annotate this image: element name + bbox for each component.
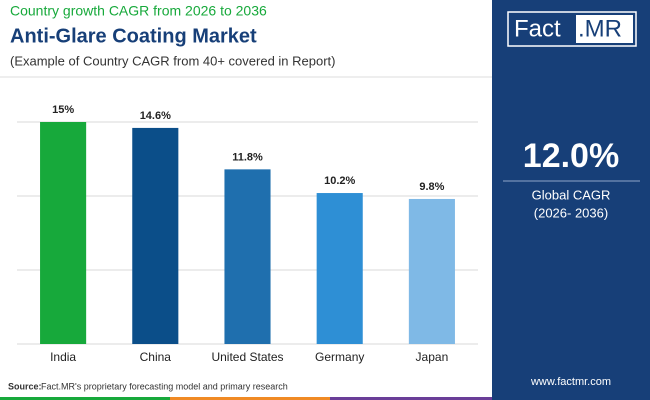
logo-frame	[507, 11, 637, 47]
source: Fact.MR's proprietary forecasting model …	[41, 381, 288, 391]
sidebar	[492, 0, 650, 400]
logo-box	[576, 15, 633, 43]
value-label: 15%	[52, 104, 74, 116]
stripe	[170, 397, 330, 400]
source-label: Source:	[8, 381, 42, 391]
x-tick-label: China	[140, 350, 172, 364]
value-label: 9.8%	[419, 181, 444, 193]
chart-title: Anti-Glare Coating Market	[10, 25, 257, 47]
x-tick-label: Germany	[315, 350, 364, 364]
stat-label: Global CAGR	[532, 187, 611, 202]
logo-left: Fact	[514, 15, 561, 42]
stripe	[0, 397, 170, 400]
chart-subtitle: (Example of Country CAGR from 40+ covere…	[10, 53, 336, 68]
value-label: 11.8%	[232, 151, 263, 163]
bar	[40, 122, 87, 344]
bar	[224, 169, 271, 344]
stat: 12.0%	[523, 137, 619, 175]
x-tick-label: India	[50, 350, 76, 364]
bar	[408, 198, 455, 344]
bar	[132, 127, 179, 344]
value-label: 14.6%	[140, 110, 171, 122]
x-tick-label: Japan	[416, 350, 449, 364]
website: www.factmr.com	[530, 376, 611, 388]
kicker: Country growth CAGR from 2026 to 2036	[10, 3, 267, 19]
value-label: 10.2%	[324, 175, 355, 187]
stat-period: (2026- 2036)	[534, 205, 608, 220]
logo-right: .MR	[578, 15, 622, 42]
x-tick-label: United States	[211, 350, 283, 364]
bar	[316, 193, 363, 344]
stripe	[330, 397, 492, 400]
